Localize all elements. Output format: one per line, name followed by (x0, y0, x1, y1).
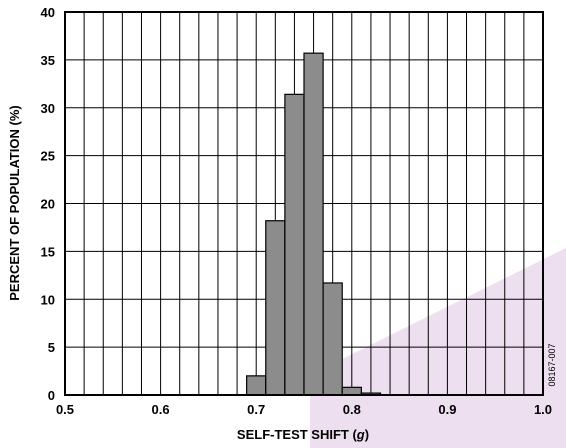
histogram-bar (265, 220, 286, 396)
watermark-shape (310, 248, 566, 448)
plot-frame (64, 11, 544, 396)
x-tick-label: 0.9 (438, 402, 456, 417)
y-tick-label: 35 (41, 53, 55, 68)
y-tick-label: 25 (41, 149, 55, 164)
y-tick-labels: 0 5 10 15 20 25 30 35 40 (41, 5, 55, 403)
x-axis-title: SELF-TEST SHIFT (g) (237, 427, 369, 442)
histogram-bar (322, 282, 343, 396)
y-tick-label: 20 (41, 197, 55, 212)
histogram-bar (341, 386, 362, 396)
x-tick-label: 0.7 (247, 402, 265, 417)
y-tick-label: 15 (41, 244, 55, 259)
y-axis-title: PERCENT OF POPULATION (%) (7, 105, 22, 300)
y-tick-label: 0 (48, 388, 55, 403)
y-tick-label: 30 (41, 101, 55, 116)
histogram-bar (246, 375, 267, 396)
figure-id: 08167-007 (547, 343, 557, 386)
y-tick-label: 10 (41, 292, 55, 307)
histogram-bar (303, 52, 324, 396)
x-tick-labels: 0.5 0.6 0.7 0.8 0.9 1.0 (56, 402, 552, 417)
y-tick-label: 5 (48, 340, 55, 355)
x-tick-label: 0.6 (152, 402, 170, 417)
histogram-bars (246, 52, 382, 396)
x-tick-label: 1.0 (534, 402, 552, 417)
y-tick-label: 40 (41, 5, 55, 20)
x-tick-label: 0.8 (343, 402, 361, 417)
histogram-bar (284, 93, 305, 396)
x-tick-label: 0.5 (56, 402, 74, 417)
